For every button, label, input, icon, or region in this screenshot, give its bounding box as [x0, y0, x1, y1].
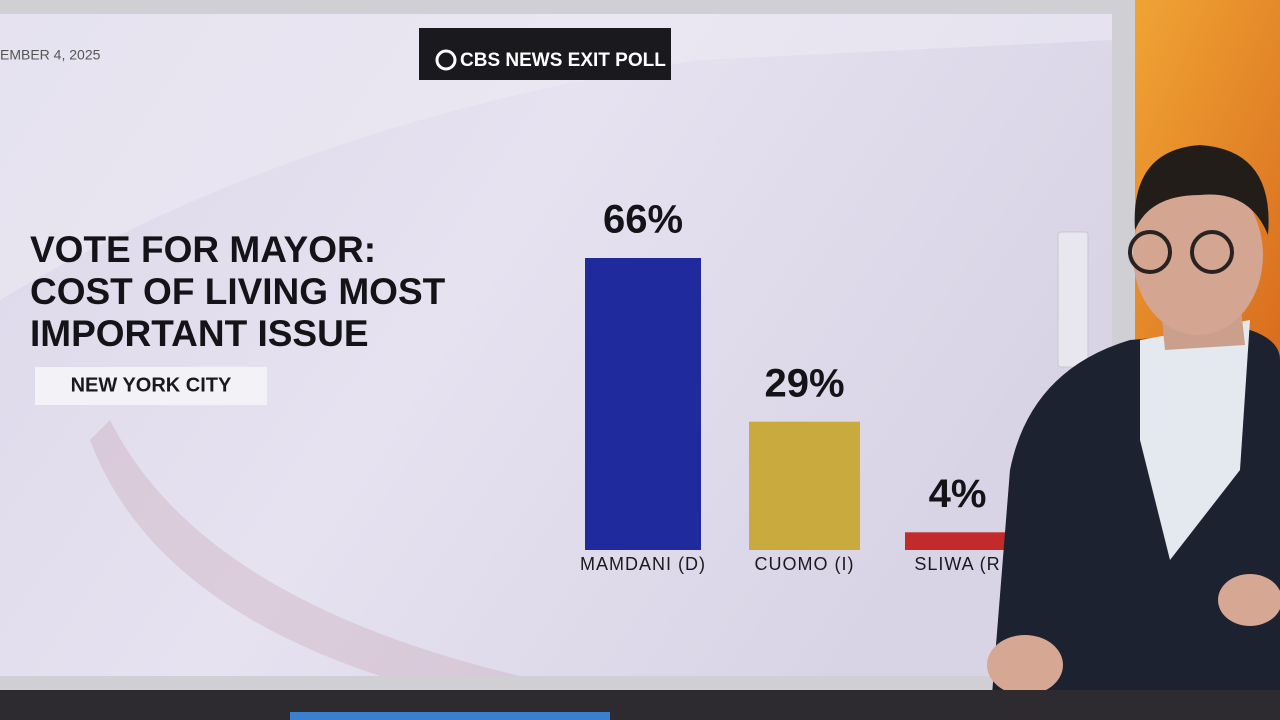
category-label: SLIWA (R [914, 554, 1000, 574]
glasses [1190, 230, 1234, 274]
category-label: CUOMO (I) [755, 554, 855, 574]
bar [905, 532, 1010, 550]
brand-text: CBS NEWS EXIT POLL [460, 50, 666, 71]
subtitle-box [35, 367, 267, 405]
chart-title: IMPORTANT ISSUE [30, 313, 369, 354]
date: EMBER 4, 2025 [0, 47, 101, 63]
head [1133, 175, 1263, 335]
screen-swoosh [90, 420, 520, 676]
bar [749, 421, 860, 550]
value-label: 4% [929, 472, 987, 516]
value-label: 29% [764, 361, 844, 405]
hand [987, 635, 1063, 695]
category-label: MAMDANI (D) [580, 554, 706, 574]
screen-swoosh [0, 14, 1112, 300]
ticker-edge [290, 712, 610, 720]
glasses [1128, 230, 1172, 274]
studio-floor [0, 690, 1280, 720]
value-label: 66% [603, 198, 683, 242]
chart-title: COST OF LIVING MOST [30, 271, 446, 312]
hair [1134, 145, 1269, 235]
shirt [1140, 320, 1250, 560]
chart-title: VOTE FOR MAYOR: [30, 229, 376, 270]
brand-box [419, 28, 671, 80]
brand-eye [435, 49, 457, 71]
hand [1218, 574, 1280, 626]
screen-toolbar [1057, 231, 1089, 368]
subtitle: NEW YORK CITY [71, 374, 232, 396]
bar [585, 258, 701, 550]
presenter [987, 145, 1280, 720]
